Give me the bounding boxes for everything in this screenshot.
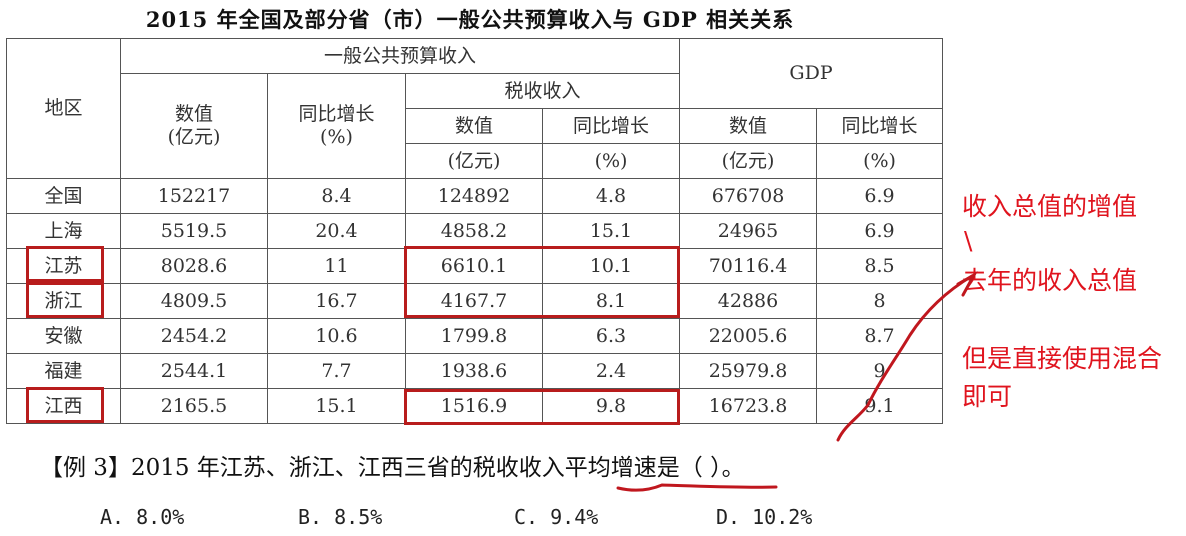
annotation-line-1: 收入总值的增值 xyxy=(962,192,1138,221)
highlight-box-jiangxi xyxy=(26,387,104,423)
annotation-line-5: 即可 xyxy=(962,382,1013,411)
highlight-box-tax-jiangsu-zhejiang xyxy=(404,246,680,318)
header-tax-growth: 同比增长 xyxy=(541,108,681,144)
question-text: 【例 3】2015 年江苏、浙江、江西三省的税收收入平均增速是（ ）。 xyxy=(40,455,745,481)
cell-budget-value: 2454.2 xyxy=(120,318,268,354)
header-gdp-value: 数值 xyxy=(679,108,818,144)
table-row: 安徽 2454.2 10.6 1799.8 6.3 22005.6 8.7 xyxy=(6,318,944,354)
annotation-line-2: \ xyxy=(964,226,973,255)
cell-region: 全国 xyxy=(6,178,121,214)
cell-tax-growth: 2.4 xyxy=(541,353,681,389)
cell-region: 福建 xyxy=(6,353,121,389)
highlight-box-zhejiang xyxy=(26,282,104,318)
header-tax-value-unit: (亿元) xyxy=(405,143,543,179)
header-tax-revenue: 税收收入 xyxy=(404,73,681,109)
highlight-box-jiangsu xyxy=(26,246,104,282)
cell-budget-growth: 10.6 xyxy=(267,318,406,354)
header-region: 地区 xyxy=(6,38,121,179)
cell-region: 上海 xyxy=(6,213,121,249)
option-b[interactable]: B. 8.5% xyxy=(298,505,383,529)
cell-tax-growth: 15.1 xyxy=(541,213,681,249)
cell-budget-value: 8028.6 xyxy=(120,248,268,284)
cell-gdp-growth: 8.7 xyxy=(816,318,944,354)
cell-gdp-value: 25979.8 xyxy=(679,353,818,389)
header-tax-value: 数值 xyxy=(405,108,543,144)
cell-tax-growth: 6.3 xyxy=(541,318,681,354)
header-budget-growth: 同比增长 (%) xyxy=(267,73,406,179)
table-row: 上海 5519.5 20.4 4858.2 15.1 24965 6.9 xyxy=(6,213,944,249)
cell-budget-growth: 11 xyxy=(267,248,406,284)
cell-tax-value: 6610.1 xyxy=(405,248,543,284)
cell-tax-value: 4858.2 xyxy=(405,213,543,249)
cell-budget-value: 152217 xyxy=(120,178,268,214)
cell-tax-value: 1799.8 xyxy=(405,318,543,354)
header-gdp-value-unit: (亿元) xyxy=(679,143,818,179)
cell-tax-value: 124892 xyxy=(405,178,543,214)
cell-budget-growth: 20.4 xyxy=(267,213,406,249)
option-c[interactable]: C. 9.4% xyxy=(514,505,599,529)
option-d[interactable]: D. 10.2% xyxy=(716,505,813,529)
cell-region: 安徽 xyxy=(6,318,121,354)
table-row: 福建 2544.1 7.7 1938.6 2.4 25979.8 9 xyxy=(6,353,944,389)
annotation-line-3: 去年的收入总值 xyxy=(962,266,1138,295)
annotation-line-4: 但是直接使用混合 xyxy=(962,344,1163,373)
cell-gdp-value: 22005.6 xyxy=(679,318,818,354)
cell-tax-growth: 8.1 xyxy=(541,283,681,319)
cell-gdp-growth: 6.9 xyxy=(816,178,944,214)
cell-budget-value: 2165.5 xyxy=(120,388,268,424)
header-gdp: GDP xyxy=(679,38,944,109)
option-a[interactable]: A. 8.0% xyxy=(100,505,185,529)
cell-tax-value: 4167.7 xyxy=(405,283,543,319)
cell-budget-value: 5519.5 xyxy=(120,213,268,249)
cell-budget-value: 2544.1 xyxy=(120,353,268,389)
header-tax-growth-unit: (%) xyxy=(541,143,681,179)
cell-tax-growth: 10.1 xyxy=(541,248,681,284)
header-general-budget: 一般公共预算收入 xyxy=(119,38,681,74)
cell-gdp-value: 16723.8 xyxy=(679,388,818,424)
header-gdp-growth-unit: (%) xyxy=(816,143,944,179)
cell-tax-growth: 4.8 xyxy=(541,178,681,214)
table-title: 2015 年全国及部分省（市）一般公共预算收入与 GDP 相关关系 xyxy=(145,7,795,32)
highlight-box-tax-jiangxi xyxy=(404,389,680,425)
cell-budget-growth: 16.7 xyxy=(267,283,406,319)
underline-stroke xyxy=(616,483,778,492)
cell-gdp-growth: 8.5 xyxy=(816,248,944,284)
